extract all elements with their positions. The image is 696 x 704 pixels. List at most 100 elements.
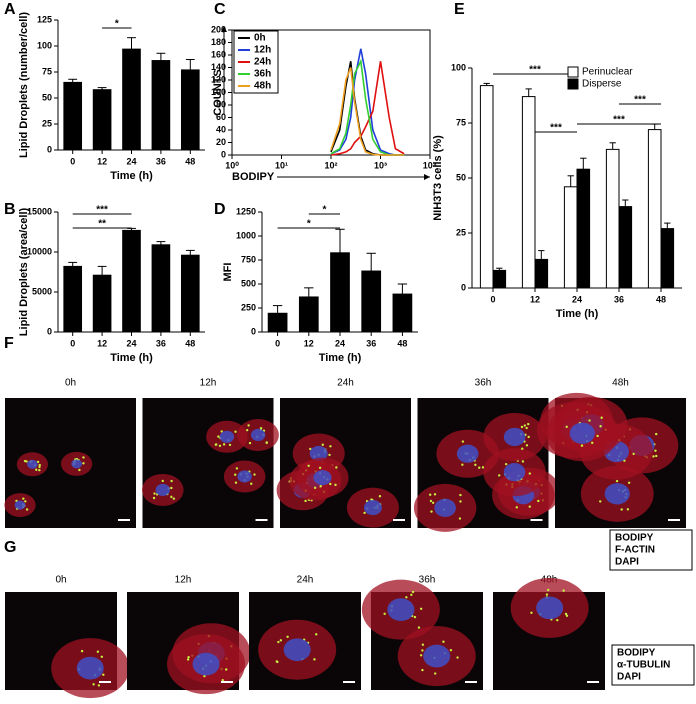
droplet (521, 460, 525, 463)
droplet (22, 497, 25, 500)
y-tick-label: 25 (456, 227, 466, 237)
legend-box (233, 30, 279, 94)
time-label: 36h (419, 575, 436, 586)
bar (605, 148, 620, 289)
bar (647, 129, 662, 289)
droplet (410, 593, 413, 596)
legend-swatch (567, 78, 579, 90)
legend-box (611, 644, 695, 686)
droplet (307, 464, 310, 468)
stain-label: F-ACTIN (615, 545, 655, 556)
droplet (92, 683, 95, 686)
y-tick-label: 0 (461, 282, 466, 292)
droplet (449, 648, 453, 652)
droplet (248, 441, 252, 445)
panel-label: C (214, 1, 226, 18)
x-tick-label: 24 (572, 294, 582, 304)
x-tick-label: 36 (156, 338, 166, 348)
bar (330, 252, 350, 333)
x-tick-label: 10³ (374, 160, 387, 170)
bar (392, 293, 413, 333)
droplet (82, 462, 85, 465)
y-axis-label: Lipid Droplets (number/cell) (18, 12, 30, 158)
y-tick-label: 60 (216, 112, 226, 122)
bar (479, 85, 494, 289)
droplet (275, 660, 278, 663)
droplet (309, 447, 312, 451)
bar (361, 270, 382, 333)
droplet (218, 444, 222, 448)
bar (122, 229, 141, 333)
nucleus (503, 463, 526, 482)
x-tick-label: 10¹ (275, 160, 288, 170)
droplet (600, 416, 603, 419)
x-tick-label: 48 (185, 156, 195, 166)
droplet (599, 425, 602, 428)
bar (151, 60, 171, 151)
droplet (411, 590, 415, 594)
y-tick-label: 0 (47, 326, 52, 336)
time-label: 48h (612, 378, 629, 389)
legend-label: Disperse (582, 79, 622, 90)
y-tick-label: 75 (42, 66, 52, 76)
time-label: 36h (475, 378, 492, 389)
droplet (433, 493, 437, 496)
panel-label: G (4, 539, 16, 556)
droplet (253, 473, 256, 476)
annotation: *** (96, 205, 108, 216)
nucleus (604, 483, 630, 505)
x-tick-label: 0 (70, 156, 75, 166)
bar (576, 168, 591, 289)
x-tick-label: 0 (490, 294, 495, 304)
droplet (25, 508, 29, 511)
droplet (564, 612, 568, 616)
droplet (580, 444, 584, 447)
time-label: 12h (175, 575, 192, 586)
curve (330, 67, 405, 156)
droplet (525, 444, 529, 447)
droplet (250, 482, 253, 485)
nucleus (283, 638, 311, 662)
y-axis-label: MFI (222, 263, 234, 282)
y-tick-label: 750 (241, 254, 256, 264)
legend-label: 48h (254, 81, 271, 92)
droplet (318, 466, 322, 470)
x-tick-label: 0 (70, 338, 75, 348)
droplet (459, 500, 462, 503)
droplet (363, 511, 366, 515)
y-tick-label: 40 (216, 124, 226, 134)
x-axis-label: BODIPY (232, 171, 275, 183)
nucleus (309, 445, 328, 462)
droplet (82, 456, 85, 459)
droplet (152, 496, 156, 500)
y-tick-label: 1000 (236, 230, 256, 240)
droplet (187, 655, 190, 659)
droplet (456, 656, 459, 659)
droplet (461, 463, 464, 466)
x-tick-label: 12 (530, 294, 540, 304)
nucleus (503, 427, 526, 447)
x-tick-label: 48 (185, 338, 195, 348)
nucleus (434, 498, 456, 517)
bar (151, 244, 171, 333)
curve (330, 61, 405, 156)
panel-label: B (4, 201, 16, 218)
droplet (172, 497, 176, 500)
panel-label: F (4, 335, 14, 352)
y-axis-label: Lipid Droplets (area/cell) (18, 207, 30, 336)
x-tick-label: 12 (97, 338, 107, 348)
droplet (556, 618, 559, 622)
x-tick-label: 24 (335, 338, 345, 348)
droplet (221, 678, 224, 682)
droplet (430, 510, 433, 513)
droplet (170, 479, 173, 483)
droplet (520, 425, 524, 429)
droplet (654, 432, 658, 436)
droplet (545, 593, 549, 596)
droplet (222, 443, 226, 446)
x-tick-label: 36 (156, 156, 166, 166)
y-tick-label: 100 (211, 87, 226, 97)
panel-label: D (214, 201, 226, 218)
droplet (35, 468, 38, 471)
y-tick-label: 120 (211, 74, 226, 84)
